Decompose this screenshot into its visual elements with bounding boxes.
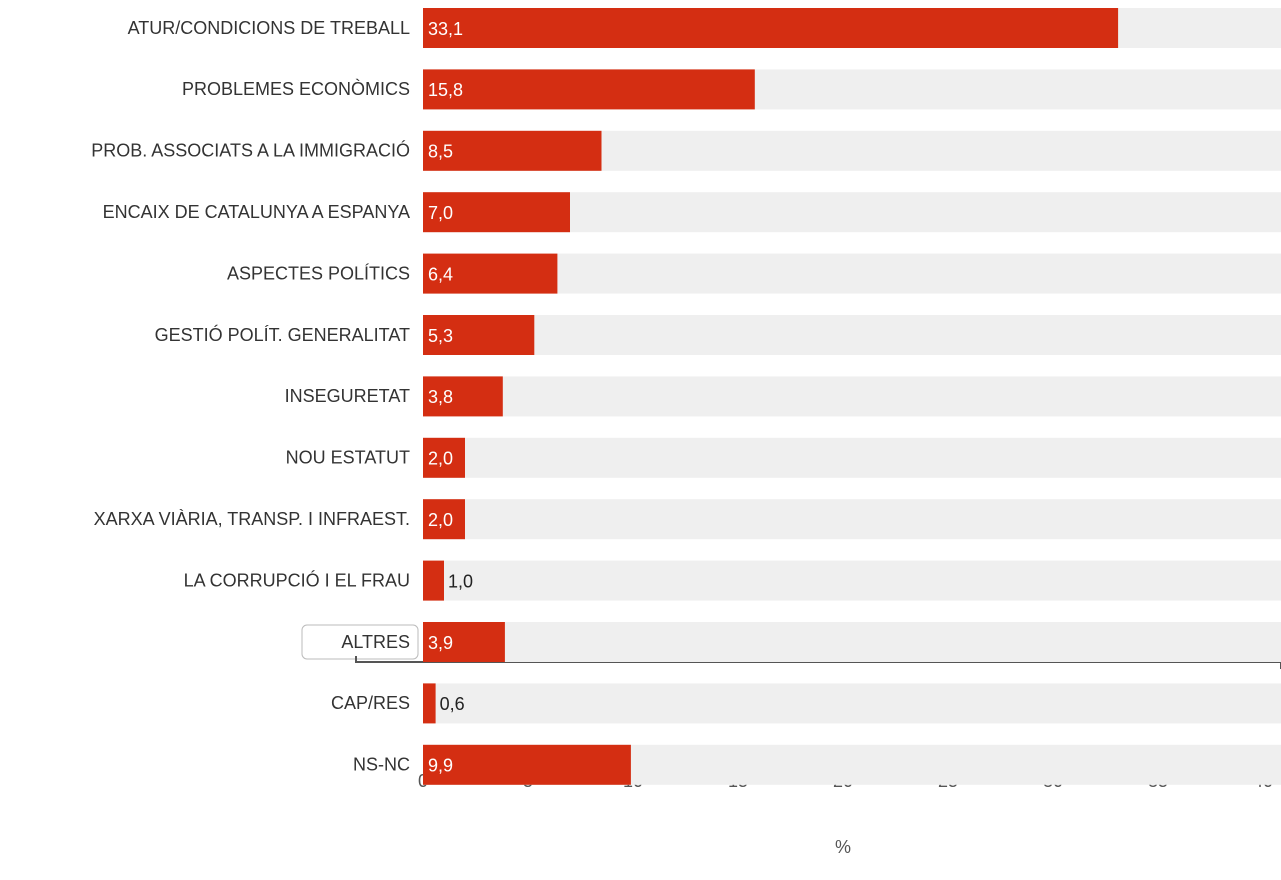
bar <box>423 69 755 110</box>
category-label: GESTIÓ POLÍT. GENERALITAT <box>155 324 410 345</box>
category-label: INSEGURETAT <box>285 386 410 406</box>
bar <box>423 130 602 171</box>
category-label: XARXA VIÀRIA, TRANSP. I INFRAEST. <box>94 509 410 529</box>
bar <box>423 499 465 540</box>
value-label: 2,0 <box>428 449 453 469</box>
value-label: 8,5 <box>428 142 453 162</box>
label-box <box>301 624 419 660</box>
bar-background <box>423 499 1281 540</box>
bar-background <box>423 560 1281 601</box>
category-label: PROBLEMES ECONÒMICS <box>182 78 410 99</box>
bar <box>423 376 503 417</box>
category-label: NOU ESTATUT <box>286 448 410 468</box>
bar <box>423 192 570 233</box>
bar <box>423 8 1119 48</box>
bar <box>423 744 631 785</box>
bar <box>423 683 436 724</box>
bar <box>423 437 465 478</box>
value-label: 5,3 <box>428 326 453 346</box>
category-label: ASPECTES POLÍTICS <box>227 263 410 283</box>
category-label: NS-NC <box>353 755 410 775</box>
value-label: 7,0 <box>428 203 453 223</box>
bar-background <box>423 683 1281 724</box>
value-label: 2,0 <box>428 510 453 530</box>
category-label: ATUR/CONDICIONS DE TREBALL <box>128 18 410 38</box>
bar-background <box>423 253 1281 294</box>
value-label: 9,9 <box>428 756 453 776</box>
bar-background <box>423 376 1281 417</box>
category-label: CAP/RES <box>331 693 410 713</box>
bar <box>423 253 558 294</box>
value-label: 3,9 <box>428 633 453 653</box>
category-label: ALTRES <box>341 632 410 652</box>
bar-background <box>423 437 1281 478</box>
bar <box>423 622 505 662</box>
value-label: 33,1 <box>428 19 463 39</box>
category-label: ENCAIX DE CATALUNYA A ESPANYA <box>103 202 410 222</box>
value-label: 6,4 <box>428 264 453 284</box>
value-label: 3,8 <box>428 387 453 407</box>
value-label: 1,0 <box>448 571 473 591</box>
bar <box>423 560 444 601</box>
value-label: 15,8 <box>428 80 463 100</box>
x-axis-label: % <box>835 837 851 857</box>
category-label: PROB. ASSOCIATS A LA IMMIGRACIÓ <box>91 140 410 161</box>
value-label: 0,6 <box>440 694 465 714</box>
bar <box>423 315 535 355</box>
bar-background <box>423 622 1281 662</box>
category-label: LA CORRUPCIÓ I EL FRAU <box>184 569 410 590</box>
bar-background <box>423 315 1281 355</box>
